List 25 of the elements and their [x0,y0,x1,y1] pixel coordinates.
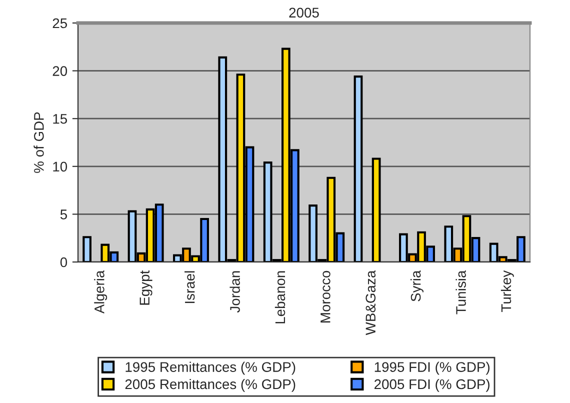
legend-label: 1995 Remittances (% GDP) [126,362,296,375]
legend-label: 2005 Remittances (% GDP) [125,378,296,392]
x-tick-label: Lebanon [274,271,286,324]
legend-label: 1995 FDI (% GDP) [374,362,490,375]
y-tick-label: 10 [53,162,68,172]
legend-label: 2005 FDI (% GDP) [374,378,490,392]
y-tick-label: 15 [53,114,68,124]
y-tick-label: 5 [60,210,67,220]
bar [82,236,92,262]
y-tick-label: 0 [60,257,68,268]
bar [372,158,381,262]
x-tick-label: Morocco [320,270,330,322]
x-tick-label: Jordan [230,271,240,313]
bar [354,75,363,262]
x-tick-label: WB&Gaza [366,270,376,336]
x-tick-label: Tunisia [456,270,466,314]
chart-title: 2005 [289,8,319,18]
y-axis-title: % of GDP [34,112,44,173]
x-tick-label: Egypt [140,270,152,305]
x-tick-label: Algeria [94,270,108,314]
x-tick-label: Syria [410,270,424,302]
y-tick-label: 25 [52,18,68,28]
y-tick-label: 20 [52,66,68,76]
x-tick-label: Turkey [500,270,514,312]
x-tick-label: Israel [184,271,195,304]
